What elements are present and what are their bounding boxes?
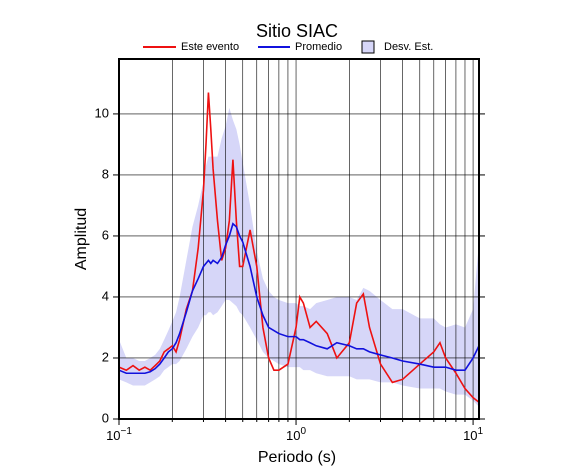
x-axis-label: Periodo (s) xyxy=(258,449,336,466)
y-tick-label: 4 xyxy=(102,288,109,303)
std-band xyxy=(119,107,479,407)
x-tick-exponent: 0 xyxy=(300,426,306,437)
y-tick-label: 8 xyxy=(102,166,109,181)
series-line xyxy=(118,222,480,375)
chart-title: Sitio SIAC xyxy=(256,21,338,41)
x-tick-label: 100 xyxy=(286,426,306,444)
y-tick-label: 6 xyxy=(102,227,109,242)
legend-label: Este evento xyxy=(181,41,239,53)
x-tick-label: 101 xyxy=(463,426,483,444)
x-tick-base: 10 xyxy=(106,428,120,443)
legend-swatch xyxy=(361,40,375,54)
y-axis-label: Amplitud xyxy=(73,208,90,270)
y-tick-label: 0 xyxy=(102,410,109,425)
y-tick-label: 10 xyxy=(95,105,109,120)
series-line xyxy=(118,92,480,403)
x-tick-base: 10 xyxy=(463,428,477,443)
legend-label: Promedio xyxy=(295,41,342,53)
legend-label: Desv. Est. xyxy=(384,41,433,53)
x-tick-label: 10−1 xyxy=(106,426,132,444)
y-tick-label: 2 xyxy=(102,349,109,364)
x-tick-base: 10 xyxy=(286,428,300,443)
plot-frame xyxy=(118,58,480,420)
x-tick-exponent: 1 xyxy=(478,426,484,437)
x-tick-exponent: −1 xyxy=(121,426,133,437)
